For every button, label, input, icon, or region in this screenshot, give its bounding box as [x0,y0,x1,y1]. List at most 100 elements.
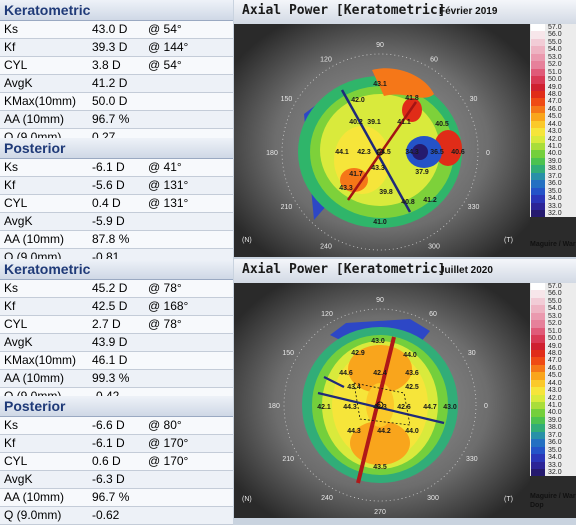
scale-step: 54.0 [530,305,576,313]
scale-footer-2: Dop [530,502,544,509]
scale-label: 44.0 [548,120,562,128]
power-value: 44.6 [339,370,353,377]
axial-power-map[interactable]: 9060300330300270240210180150120(N)(T)43.… [234,283,530,518]
angle-label: 150 [282,350,294,357]
measurement-row: Kf -6.1 D @ 170° [0,435,233,453]
angle-label: 0 [486,150,490,157]
scale-step: 55.0 [530,38,576,47]
exam2-posterior-panel: Posterior Ks -6.6 D @ 80° Kf -6.1 D @ 170° CYL… [0,396,233,525]
measurement-label: CYL [4,454,28,468]
section-title: Keratometric [0,259,233,280]
scale-step: 52.0 [530,61,576,69]
axial-map-panel-2[interactable]: Axial Power [Keratometric] Juillet 2020 … [234,259,576,518]
measurement-axis: @ 78° [148,317,182,331]
scale-step: 50.0 [530,335,576,343]
scale-swatch [531,143,545,151]
scale-step: 37.0 [530,172,576,181]
measurement-row: Kf 42.5 D @ 168° [0,298,233,316]
scale-step: 41.0 [530,402,576,410]
measurement-axis: @ 54° [148,22,182,36]
scale-swatch [531,357,545,365]
power-value: 37.9 [415,169,429,176]
scale-swatch [531,320,545,328]
measurement-label: AA (10mm) [4,371,65,385]
measurement-axis [148,213,208,230]
power-value: 42.3 [357,149,371,156]
dashed-outline [353,382,411,426]
angle-label: 60 [430,56,438,63]
scale-swatch [531,150,545,158]
scale-label: 35.0 [548,446,562,454]
scale-step: 34.0 [530,454,576,462]
scale-swatch [531,402,545,410]
scale-swatch [531,327,545,336]
scale-step: 55.0 [530,297,576,306]
scale-label: 47.0 [548,357,562,365]
measurement-value: 39.3 D [92,40,128,54]
axial-map-panel-1[interactable]: Axial Power [Keratometric] Février 2019 … [234,0,576,257]
scale-step: 53.0 [530,312,576,321]
measurement-row: AA (10mm) 99.3 % [0,370,233,388]
zone-orange-top [348,345,412,393]
scale-step: 43.0 [530,387,576,395]
measurement-row: Ks 43.0 D @ 54° [0,21,233,39]
exam1-keratometric-panel: Keratometric Ks 43.0 D @ 54° Kf 39.3 D @ 144°… [0,0,233,147]
scale-swatch [531,105,545,114]
measurement-value: 96.7 % [92,112,130,126]
power-value: 44.5 [377,149,391,156]
power-value: 40.6 [451,149,465,156]
angle-label: 180 [266,150,278,157]
steep-axis-line [356,336,396,484]
scale-swatch [531,157,545,166]
scale-swatch [531,312,545,321]
measurement-label: AvgK [4,214,33,228]
scale-footer: Maguire / War [530,493,576,500]
scale-footer: Maguire / War [530,241,576,248]
scale-label: 56.0 [548,31,562,39]
scale-step: 38.0 [530,424,576,432]
scale-label: 37.0 [548,431,562,439]
scale-swatch [531,202,545,210]
power-value: 39.1 [367,119,381,126]
measurement-label: AA (10mm) [4,232,65,246]
map-date: Février 2019 [439,6,498,17]
map-header: Axial Power [Keratometric] Février 2019 [234,0,576,25]
zone-orange-low [340,168,368,192]
scale-swatch [531,335,545,343]
scale-step: 32.0 [530,209,576,218]
scale-step: 56.0 [530,31,576,39]
measurement-value: 50.0 D [92,94,128,108]
measurement-axis [148,471,208,488]
scale-label: 32.0 [548,468,562,476]
flat-axis-tick [323,376,345,388]
scale-step: 52.0 [530,320,576,328]
scale-label: 38.0 [548,424,562,432]
axial-power-map[interactable]: 9060300330300270240210180150120(N)(T)43.… [234,24,530,257]
angle-label: 120 [321,311,333,318]
power-value: 42.9 [351,350,365,357]
flat-axis-line [340,89,412,213]
measurement-value: 46.1 D [92,353,128,367]
scale-label: 49.0 [548,342,562,350]
measurement-row: Ks -6.1 D @ 41° [0,159,233,177]
scale-swatch [531,342,545,350]
scale-label: 46.0 [548,364,562,372]
scale-label: 42.0 [548,135,562,143]
power-value: 44.3 [343,404,357,411]
angle-label: 30 [468,350,476,357]
measurement-label: Ks [4,418,19,432]
measurement-label: AA (10mm) [4,490,65,504]
scale-step: 35.0 [530,446,576,455]
scale-swatch [531,135,545,143]
scale-step: 50.0 [530,76,576,84]
measurement-axis [148,231,208,248]
angle-label: 330 [468,204,480,211]
angle-label: 60 [429,311,437,318]
scale-label: 39.0 [548,416,562,424]
scale-step: 48.0 [530,349,576,358]
scale-swatch [531,187,545,196]
measurement-axis: @ 131° [148,178,189,192]
measurement-value: 3.8 D [92,58,121,72]
scale-step: 47.0 [530,357,576,365]
scale-swatch [531,61,545,69]
